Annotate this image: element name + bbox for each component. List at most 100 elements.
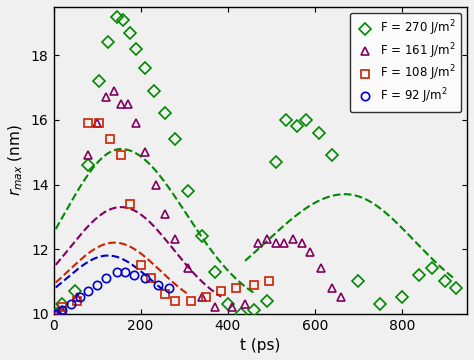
- F = 270 J/m$^2$: [114, 14, 119, 19]
- F = 108 J/m$^2$: [127, 202, 133, 206]
- F = 270 J/m$^2$: [429, 266, 435, 271]
- F = 270 J/m$^2$: [127, 31, 133, 35]
- F = 108 J/m$^2$: [188, 298, 193, 303]
- F = 108 J/m$^2$: [203, 295, 209, 300]
- F = 270 J/m$^2$: [173, 137, 178, 141]
- F = 108 J/m$^2$: [85, 121, 91, 125]
- F = 92 J/m$^2$: [131, 273, 137, 277]
- F = 161 J/m$^2$: [94, 121, 100, 125]
- F = 161 J/m$^2$: [199, 295, 204, 300]
- F = 270 J/m$^2$: [264, 298, 270, 303]
- F = 270 J/m$^2$: [212, 270, 218, 274]
- F = 161 J/m$^2$: [162, 211, 167, 216]
- F = 108 J/m$^2$: [149, 276, 155, 280]
- F = 92 J/m$^2$: [94, 283, 100, 287]
- F = 161 J/m$^2$: [264, 237, 270, 242]
- F = 161 J/m$^2$: [338, 295, 344, 300]
- F = 161 J/m$^2$: [290, 237, 296, 242]
- F = 108 J/m$^2$: [218, 289, 224, 293]
- F = 108 J/m$^2$: [234, 285, 239, 290]
- F = 161 J/m$^2$: [299, 240, 304, 245]
- F = 270 J/m$^2$: [453, 285, 459, 290]
- F = 161 J/m$^2$: [103, 95, 109, 99]
- F = 270 J/m$^2$: [251, 308, 256, 312]
- F = 92 J/m$^2$: [122, 270, 128, 274]
- F = 161 J/m$^2$: [212, 305, 218, 309]
- F = 161 J/m$^2$: [118, 102, 124, 106]
- F = 108 J/m$^2$: [107, 137, 113, 141]
- F = 108 J/m$^2$: [59, 305, 65, 309]
- F = 270 J/m$^2$: [356, 279, 361, 284]
- F = 161 J/m$^2$: [308, 250, 313, 255]
- F = 108 J/m$^2$: [138, 263, 144, 267]
- F = 270 J/m$^2$: [105, 40, 111, 45]
- F = 161 J/m$^2$: [186, 266, 191, 271]
- Line: F = 270 J/m$^2$: F = 270 J/m$^2$: [52, 13, 460, 318]
- F = 108 J/m$^2$: [173, 298, 178, 303]
- F = 270 J/m$^2$: [416, 273, 422, 277]
- Legend: F = 270 J/m$^2$, F = 161 J/m$^2$, F = 108 J/m$^2$, F = 92 J/m$^2$: F = 270 J/m$^2$, F = 161 J/m$^2$, F = 10…: [350, 13, 461, 112]
- X-axis label: t (ps): t (ps): [240, 338, 281, 353]
- F = 270 J/m$^2$: [151, 89, 156, 93]
- F = 270 J/m$^2$: [53, 311, 58, 316]
- F = 92 J/m$^2$: [155, 283, 161, 287]
- F = 161 J/m$^2$: [242, 302, 248, 306]
- F = 108 J/m$^2$: [74, 298, 80, 303]
- F = 161 J/m$^2$: [142, 150, 148, 154]
- Y-axis label: $r_{max}$ (nm): $r_{max}$ (nm): [7, 124, 25, 196]
- F = 161 J/m$^2$: [85, 153, 91, 158]
- F = 161 J/m$^2$: [319, 266, 324, 271]
- F = 270 J/m$^2$: [399, 295, 405, 300]
- F = 270 J/m$^2$: [199, 234, 204, 238]
- F = 161 J/m$^2$: [59, 308, 65, 312]
- F = 270 J/m$^2$: [442, 279, 448, 284]
- F = 270 J/m$^2$: [303, 118, 309, 122]
- F = 108 J/m$^2$: [162, 292, 167, 296]
- F = 270 J/m$^2$: [59, 302, 65, 306]
- Line: F = 108 J/m$^2$: F = 108 J/m$^2$: [52, 119, 273, 318]
- F = 161 J/m$^2$: [53, 311, 58, 316]
- F = 161 J/m$^2$: [282, 240, 287, 245]
- F = 108 J/m$^2$: [251, 283, 256, 287]
- F = 270 J/m$^2$: [294, 124, 300, 129]
- F = 161 J/m$^2$: [329, 285, 335, 290]
- F = 108 J/m$^2$: [118, 153, 124, 158]
- F = 161 J/m$^2$: [125, 102, 130, 106]
- F = 92 J/m$^2$: [85, 289, 91, 293]
- F = 161 J/m$^2$: [255, 240, 261, 245]
- F = 270 J/m$^2$: [329, 153, 335, 158]
- F = 270 J/m$^2$: [133, 47, 139, 51]
- F = 270 J/m$^2$: [186, 189, 191, 193]
- F = 270 J/m$^2$: [73, 289, 78, 293]
- F = 108 J/m$^2$: [96, 121, 102, 125]
- F = 108 J/m$^2$: [53, 311, 58, 316]
- F = 92 J/m$^2$: [114, 270, 119, 274]
- F = 270 J/m$^2$: [142, 66, 148, 71]
- F = 92 J/m$^2$: [68, 302, 74, 306]
- F = 92 J/m$^2$: [103, 276, 109, 280]
- F = 161 J/m$^2$: [133, 121, 139, 125]
- F = 108 J/m$^2$: [266, 279, 272, 284]
- F = 270 J/m$^2$: [162, 111, 167, 116]
- F = 270 J/m$^2$: [273, 160, 278, 164]
- F = 161 J/m$^2$: [173, 237, 178, 242]
- F = 270 J/m$^2$: [238, 311, 244, 316]
- F = 270 J/m$^2$: [377, 302, 383, 306]
- F = 270 J/m$^2$: [225, 302, 230, 306]
- F = 92 J/m$^2$: [142, 276, 148, 280]
- F = 270 J/m$^2$: [96, 79, 102, 84]
- F = 161 J/m$^2$: [229, 305, 235, 309]
- F = 270 J/m$^2$: [283, 118, 289, 122]
- F = 161 J/m$^2$: [74, 295, 80, 300]
- F = 270 J/m$^2$: [85, 163, 91, 167]
- F = 92 J/m$^2$: [53, 311, 58, 316]
- F = 92 J/m$^2$: [166, 285, 172, 290]
- Line: F = 92 J/m$^2$: F = 92 J/m$^2$: [52, 267, 173, 318]
- F = 161 J/m$^2$: [273, 240, 278, 245]
- F = 270 J/m$^2$: [120, 18, 126, 22]
- F = 161 J/m$^2$: [111, 89, 117, 93]
- F = 92 J/m$^2$: [77, 295, 82, 300]
- Line: F = 161 J/m$^2$: F = 161 J/m$^2$: [52, 87, 345, 318]
- F = 161 J/m$^2$: [153, 183, 159, 187]
- F = 270 J/m$^2$: [316, 131, 322, 135]
